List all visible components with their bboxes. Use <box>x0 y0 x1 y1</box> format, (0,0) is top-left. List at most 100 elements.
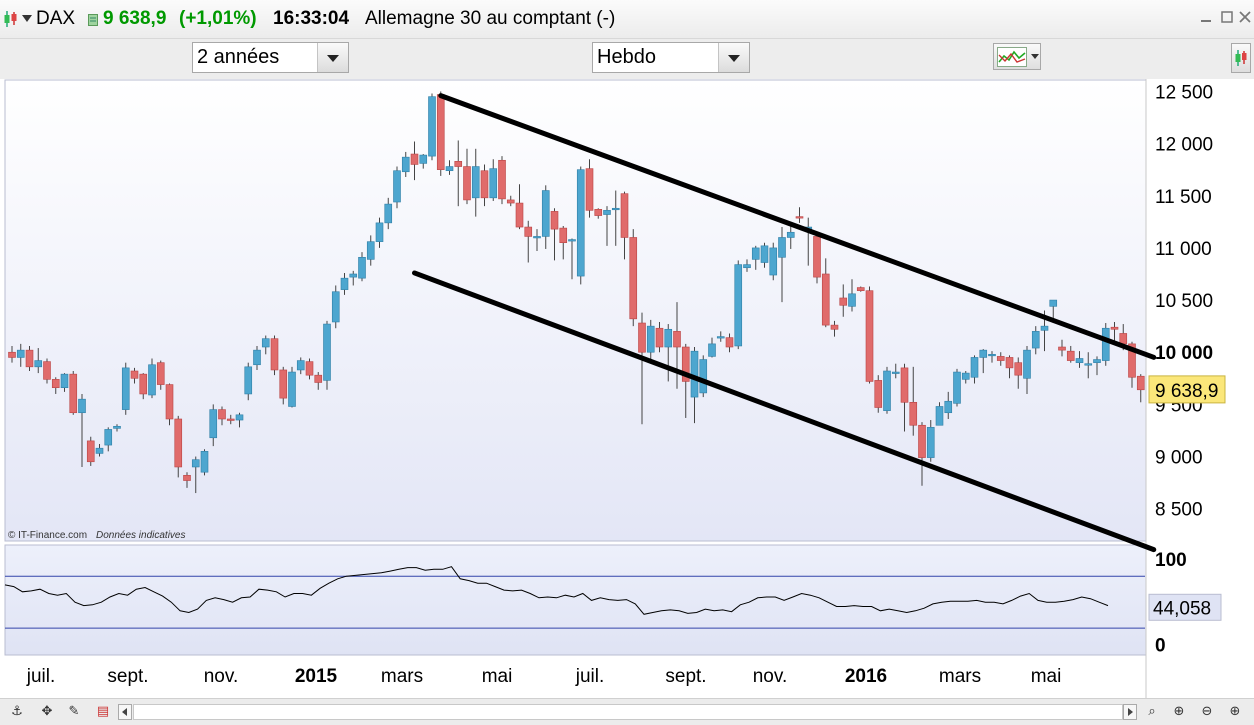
candle <box>279 366 288 405</box>
candle <box>393 166 401 209</box>
symbol-label: DAX <box>36 8 76 29</box>
y-tick-label: 11 000 <box>1155 239 1212 260</box>
contract-icon <box>88 14 98 26</box>
horizontal-scrollbar[interactable] <box>133 704 1123 720</box>
candle <box>638 312 646 425</box>
channel-lower-line[interactable] <box>412 270 1157 553</box>
title-bar: DAX 9 638,9 (+1,01%) 16:33:04 Allemagne … <box>0 0 1254 39</box>
candle <box>314 372 323 390</box>
last-price-box <box>1148 375 1226 404</box>
minimize-icon[interactable] <box>1200 11 1212 23</box>
candle <box>970 355 979 384</box>
candle <box>769 242 778 281</box>
candlestick-icon <box>4 11 17 27</box>
time-axis: juil. sept. nov. 2015 mars mai juil. sept. nov. 2… <box>26 666 1062 687</box>
oscillator-lower-label: 0 <box>1155 635 1166 656</box>
credits-source: © IT-Finance.com <box>8 530 87 541</box>
candle <box>576 166 585 285</box>
period-dropdown[interactable]: 2 années <box>192 42 349 73</box>
layers-icon[interactable]: ▤ <box>96 704 110 719</box>
scroll-right-button[interactable] <box>1123 704 1137 720</box>
x-tick-label: juil. <box>575 666 605 687</box>
zoom-in-icon[interactable]: ⊕ <box>1229 704 1241 719</box>
candle <box>1014 357 1023 389</box>
chevron-down-icon[interactable] <box>317 43 348 72</box>
candle <box>935 402 944 426</box>
candle <box>568 238 576 280</box>
candle <box>401 151 410 177</box>
crosshair-icon[interactable]: ✥ <box>41 704 53 719</box>
scroll-left-button[interactable] <box>118 704 132 720</box>
candle <box>261 335 270 355</box>
bottom-toolbar: ⚓ ✥ ✎ ▤ ⌕ ⊕ ⊖ ⊕ <box>0 698 1254 725</box>
interval-dropdown[interactable]: Hebdo <box>592 42 750 73</box>
candle <box>751 245 760 270</box>
panel-toggle-icon <box>1235 50 1247 66</box>
side-panel-button[interactable] <box>1231 43 1251 73</box>
candle <box>349 270 358 286</box>
candle <box>323 320 331 390</box>
maximize-icon[interactable] <box>1221 11 1233 23</box>
candle <box>489 159 498 201</box>
candle <box>550 208 559 261</box>
x-tick-label: mai <box>482 666 513 687</box>
credits-note: Données indicatives <box>96 530 186 541</box>
x-tick-label: nov. <box>204 666 239 687</box>
candle <box>620 191 629 260</box>
drawing-tools-icon[interactable]: ✎ <box>68 704 80 719</box>
zoom-out-icon[interactable]: ⊖ <box>1201 704 1213 719</box>
candlestick-settings-icon[interactable]: ⚓ <box>11 704 23 719</box>
candle <box>708 337 716 358</box>
chevron-down-icon[interactable] <box>718 43 749 72</box>
candle <box>891 363 900 379</box>
y-tick-label: 12 000 <box>1155 135 1213 156</box>
oscillator-levels <box>5 575 1145 629</box>
candles <box>8 91 1145 494</box>
channel-upper-line[interactable] <box>438 93 1157 360</box>
oscillator-panel <box>4 544 1147 656</box>
candle <box>1066 345 1075 363</box>
last-price-label: 9 638,9 <box>1155 381 1218 402</box>
candle <box>541 185 550 249</box>
y-tick-label: 11 500 <box>1155 187 1212 208</box>
candle <box>16 343 25 367</box>
close-icon[interactable] <box>1239 11 1251 23</box>
candle <box>716 331 725 342</box>
x-tick-label: juil. <box>26 666 56 687</box>
candle <box>270 335 279 376</box>
candle <box>165 383 174 426</box>
candle <box>1101 323 1110 366</box>
candle <box>139 373 148 400</box>
candle <box>69 371 78 415</box>
candle <box>979 349 988 374</box>
indicator-menu-button[interactable] <box>993 43 1041 70</box>
candle <box>988 351 996 363</box>
candle <box>148 358 156 399</box>
candle <box>734 260 743 350</box>
candle <box>366 235 375 266</box>
y-tick-label: 12 500 <box>1155 82 1213 103</box>
candle <box>629 229 638 327</box>
dropdown-arrow-icon[interactable] <box>22 15 32 23</box>
candle <box>996 352 1005 366</box>
candle <box>288 366 296 408</box>
candle <box>1093 356 1101 376</box>
candle <box>743 259 751 272</box>
zoom-fit-icon[interactable]: ⌕ <box>1148 704 1156 719</box>
oscillator-line <box>4 566 1109 615</box>
zoom-area-icon[interactable]: ⊕ <box>1173 704 1185 719</box>
oscillator-axis: 100 0 44,058 <box>1148 550 1222 656</box>
x-tick-label: mars <box>381 666 423 687</box>
candle <box>454 140 463 207</box>
candle <box>699 355 708 398</box>
candle <box>559 226 568 260</box>
candle <box>331 285 340 329</box>
period-value: 2 années <box>197 46 280 68</box>
candle <box>664 324 673 382</box>
interval-value: Hebdo <box>597 46 656 68</box>
instrument-name: Allemagne 30 au comptant (-) <box>365 8 616 29</box>
candle <box>113 424 121 432</box>
candle <box>611 190 620 246</box>
